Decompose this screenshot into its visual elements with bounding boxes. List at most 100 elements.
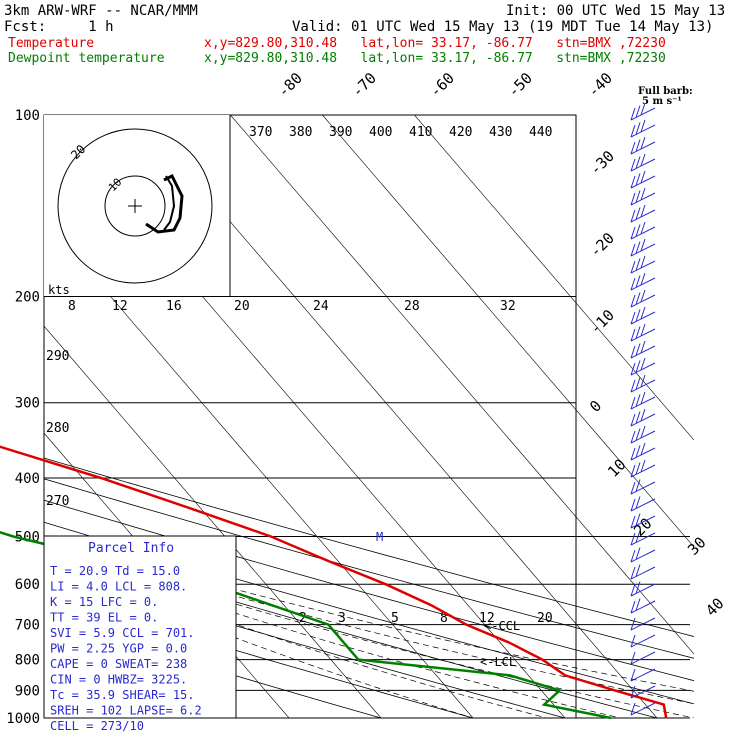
pressure-tick-label: 900 <box>15 683 40 699</box>
parcel-info-row: TT = 39 EL = 0. <box>50 611 158 625</box>
wind-axis-tick: 20 <box>234 299 250 314</box>
wind-barb-feather <box>630 481 636 495</box>
wind-barb <box>630 187 656 206</box>
dewpoint-profile-point <box>543 703 545 706</box>
wind-barb <box>630 374 656 393</box>
hodograph-trace <box>163 175 176 231</box>
pressure-tick-label: 100 <box>15 108 40 124</box>
wind-barb-shaft <box>630 583 656 597</box>
header-valid: Valid: 01 UTC Wed 15 May 13 (19 MDT Tue … <box>292 19 714 35</box>
wind-barb-feather <box>640 187 646 201</box>
parcel-info-title: Parcel Info <box>88 541 174 556</box>
wind-barb-feather <box>640 238 646 252</box>
wind-barb-feather <box>630 617 636 631</box>
theta-left-label: 290 <box>46 349 69 364</box>
wind-barb-shaft <box>630 447 656 461</box>
wind-barb-feather <box>630 430 636 444</box>
theta-label: 390 <box>329 125 352 140</box>
wind-barb <box>630 136 656 155</box>
temperature-profile-point <box>663 703 665 706</box>
wind-barb-shaft <box>630 651 656 665</box>
wind-barb-feather <box>640 425 646 439</box>
mixing-ratio-label: 2 <box>299 611 307 626</box>
marker-ccl: <-CCL <box>484 619 520 633</box>
wind-barb-shaft <box>630 464 656 478</box>
wind-barb-shaft <box>630 600 656 614</box>
isotherm-label: -80 <box>274 69 306 101</box>
legend-temperature: Temperature <box>8 36 95 51</box>
wind-barb-feather <box>640 340 646 354</box>
theta-left-label: 270 <box>46 494 69 509</box>
wind-barb-shaft <box>630 158 656 172</box>
marker-m: M <box>376 530 383 544</box>
temperature-profile-point <box>100 477 102 479</box>
temperature-profile-point <box>430 604 432 606</box>
wind-barb-feather <box>640 136 646 150</box>
wind-barb <box>630 479 656 495</box>
isotherm <box>44 218 474 718</box>
isotherm-label: -60 <box>426 69 458 101</box>
wind-barb-shaft <box>630 209 656 223</box>
dry-adiabat <box>44 499 694 682</box>
wind-barb-feather <box>630 124 636 138</box>
wind-barb-feather <box>635 479 641 492</box>
wind-barb-feather <box>640 153 646 167</box>
wind-barb-shaft <box>630 634 656 648</box>
wind-barb-feather <box>635 598 641 611</box>
isotherm <box>322 115 694 548</box>
wind-barb <box>630 340 656 359</box>
wind-barb-shaft <box>630 532 656 546</box>
wind-barb-shaft <box>630 413 656 427</box>
wind-barb-feather <box>640 289 646 303</box>
wind-barb <box>630 272 656 291</box>
wind-barb-feather <box>640 459 646 473</box>
wind-barb-feather <box>630 498 636 512</box>
hodograph-ring-outer <box>57 128 213 284</box>
theta-label: 440 <box>529 125 552 140</box>
mixing-ratio-label: 20 <box>537 611 553 626</box>
wind-barb <box>630 153 656 172</box>
temperature-profile <box>0 445 668 719</box>
dry-adiabat <box>44 457 694 637</box>
wind-barb-feather <box>635 360 641 373</box>
wind-barb-feather <box>635 530 641 543</box>
wind-barb-feather <box>630 243 636 257</box>
wind-barb-feather <box>630 362 636 376</box>
wind-barb <box>630 459 656 478</box>
temperature-profile-point <box>564 674 566 677</box>
wind-barb-feather <box>635 513 641 526</box>
wind-barb-feather <box>630 566 636 580</box>
wind-barb-feather <box>630 600 636 614</box>
temperature-profile-point <box>614 689 616 692</box>
isotherm <box>230 115 694 655</box>
wind-barb-feather <box>635 207 641 220</box>
wind-barb-feather <box>635 190 641 203</box>
wind-barb <box>630 204 656 223</box>
wind-barb-feather <box>630 294 636 308</box>
wind-barb-feather <box>630 702 636 716</box>
header-init: Init: 00 UTC Wed 15 May 13 <box>506 3 726 19</box>
wind-axis-label: kts <box>48 283 70 297</box>
wind-barb <box>630 255 656 274</box>
pressure-tick-label: 1000 <box>6 711 40 727</box>
dry-adiabat <box>44 568 566 718</box>
wind-barb <box>630 357 656 376</box>
wind-barb-feather <box>630 158 636 172</box>
wind-barb-shaft <box>630 226 656 240</box>
wind-barb-shaft <box>630 175 656 189</box>
wind-barb-shaft <box>630 345 656 359</box>
wind-axis-tick: 8 <box>68 299 76 314</box>
wind-barb <box>630 119 656 138</box>
wind-barb-feather <box>635 564 641 577</box>
wind-barb-feather <box>635 275 641 288</box>
wind-barb-feather <box>635 428 641 441</box>
wind-barb-feather <box>635 292 641 305</box>
wind-barb-feather <box>635 411 641 424</box>
wind-barb-feather <box>640 391 646 405</box>
wind-barb-shaft <box>630 702 656 716</box>
wind-barb-shaft <box>630 192 656 206</box>
wind-barb-feather <box>640 221 646 235</box>
wind-barb-shaft <box>630 515 656 529</box>
temperature-profile-point <box>665 717 667 719</box>
